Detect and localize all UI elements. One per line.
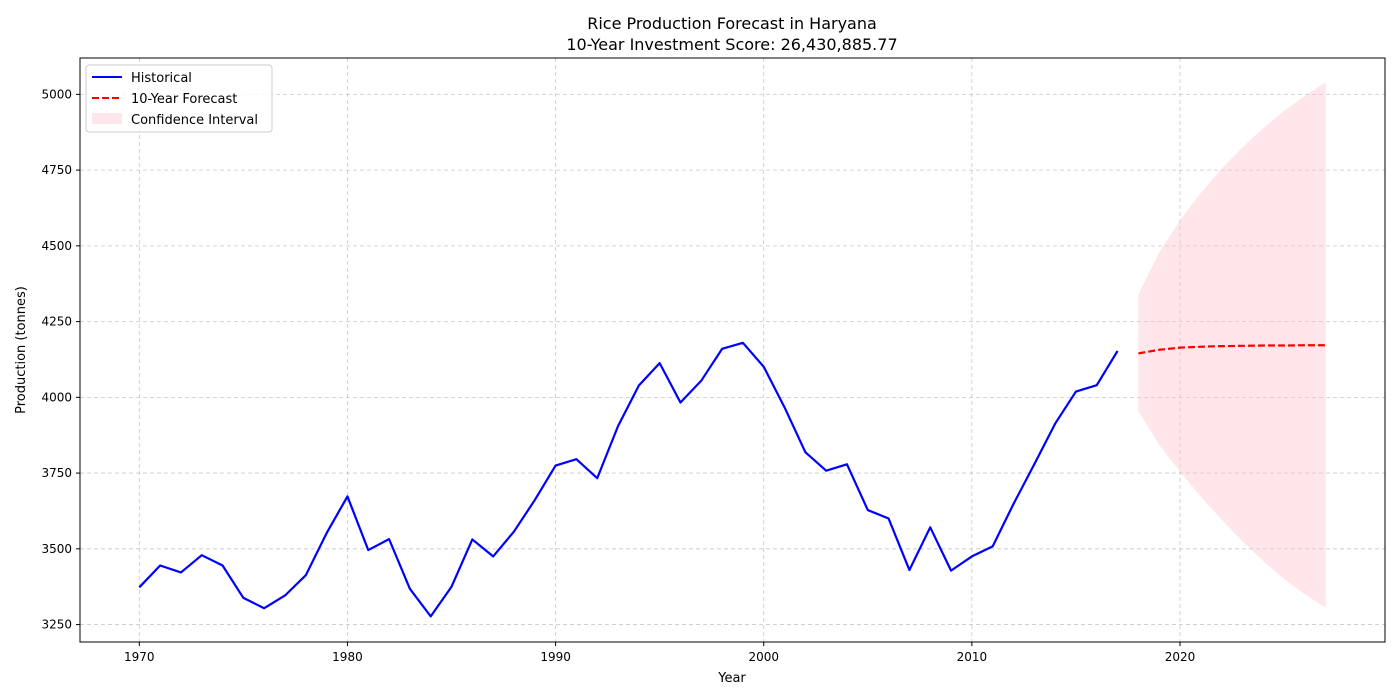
plot-frame <box>79 57 1386 643</box>
legend: Historical 10-Year Forecast Confidence I… <box>85 64 273 133</box>
y-axis-label: Production (tonnes) <box>14 286 29 414</box>
legend-forecast-label: 10-Year Forecast <box>131 92 237 107</box>
y-tick-label: 3250 <box>41 618 72 632</box>
legend-confidence-swatch <box>92 113 122 124</box>
x-tick-label: 2020 <box>1165 650 1196 664</box>
x-tick-label: 2010 <box>957 650 988 664</box>
series-lines-layer <box>138 341 1326 618</box>
chart-title: Rice Production Forecast in Haryana <box>587 14 877 33</box>
legend-confidence-label: Confidence Interval <box>131 113 258 128</box>
x-axis-label: Year <box>717 671 746 686</box>
x-tick-label: 2000 <box>748 650 779 664</box>
x-tick-label: 1980 <box>332 650 363 664</box>
chart-subtitle: 10-Year Investment Score: 26,430,885.77 <box>566 35 897 54</box>
y-tick-label: 3500 <box>41 542 72 556</box>
axis-ticks: 1970 1980 1990 2000 2010 2020 3250 3500 3750 4000… <box>41 87 1195 664</box>
y-tick-label: 4250 <box>41 315 72 329</box>
axes-frame <box>79 57 1386 643</box>
y-tick-label: 4500 <box>41 239 72 253</box>
y-tick-label: 5000 <box>41 87 72 101</box>
x-tick-label: 1990 <box>540 650 571 664</box>
legend-historical-label: Historical <box>131 71 192 86</box>
forecast-series-line <box>1138 344 1326 355</box>
historical-series-line <box>138 341 1119 618</box>
y-tick-label: 4000 <box>41 390 72 404</box>
x-tick-label: 1970 <box>124 650 155 664</box>
grid-lines <box>80 58 1385 642</box>
y-tick-label: 3750 <box>41 466 72 480</box>
y-tick-label: 4750 <box>41 163 72 177</box>
legend-box <box>85 64 273 133</box>
